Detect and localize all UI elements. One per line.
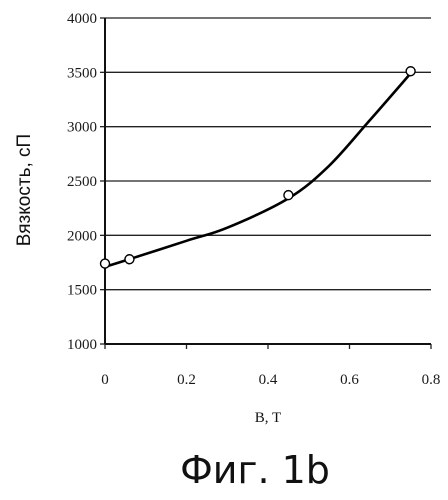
axes [100,18,431,349]
y-tick-labels: 1000 1500 2000 2500 3000 3500 4000 [67,11,97,353]
y-tick-label-3000: 3000 [67,120,97,136]
y-tick-label-2500: 2500 [67,174,97,190]
x-tick-labels: 0 0.2 0.4 0.6 0.8 [101,372,440,388]
grid-lines [105,18,431,290]
y-axis-title: Вязкость, сП [14,134,35,246]
x-tick-label-0.2: 0.2 [177,372,196,388]
x-tick-label-0.8: 0.8 [422,372,441,388]
figure-caption: Фиг. 1b [180,448,330,492]
data-point-0 [101,259,110,268]
data-point-1 [125,255,134,264]
data-point-3 [406,67,415,76]
x-tick-label-0.4: 0.4 [259,372,278,388]
y-tick-label-2000: 2000 [67,228,97,244]
y-tick-label-1500: 1500 [67,283,97,299]
y-tick-label-4000: 4000 [67,11,97,27]
x-axis-title: B, T [255,410,281,426]
x-tick-label-0: 0 [101,372,109,388]
x-tick-label-0.6: 0.6 [340,372,359,388]
fit-curve-line [105,73,411,266]
fit-curve [105,73,411,266]
y-tick-label-3500: 3500 [67,65,97,81]
y-tick-label-1000: 1000 [67,337,97,353]
data-markers [101,67,416,268]
data-point-2 [284,191,293,200]
